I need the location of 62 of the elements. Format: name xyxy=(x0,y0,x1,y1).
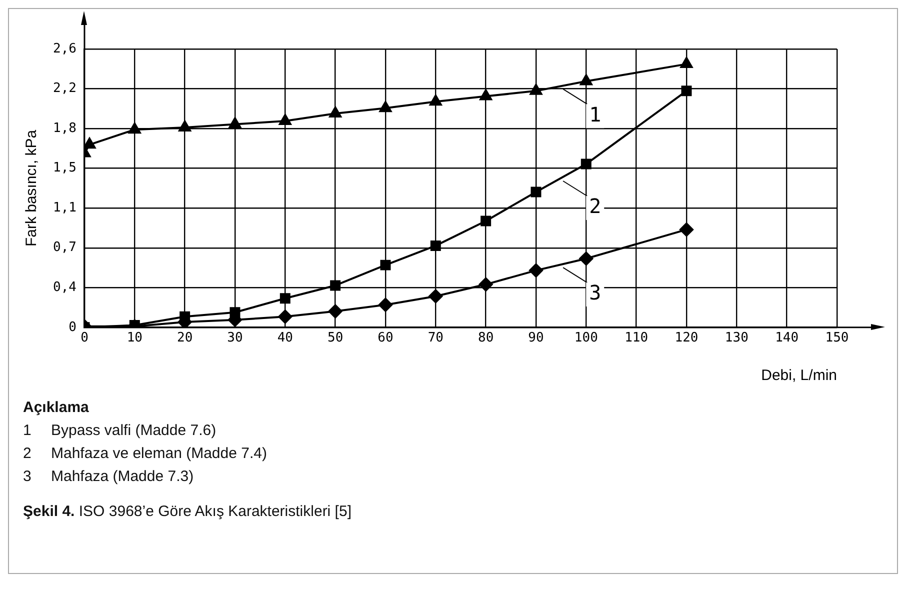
point xyxy=(480,216,492,226)
x-tick-label: 80 xyxy=(478,330,494,346)
point xyxy=(280,293,290,304)
point xyxy=(480,89,492,100)
point xyxy=(428,289,443,304)
x-tick-label: 150 xyxy=(825,330,849,346)
x-tick-label: 130 xyxy=(724,330,748,346)
x-tick-label: 50 xyxy=(327,330,344,346)
point xyxy=(580,74,592,86)
x-tick-label: 90 xyxy=(528,330,544,346)
x-tick-label: 70 xyxy=(428,330,444,346)
point xyxy=(429,94,442,106)
y-axis-title: Fark basıncı, kPa xyxy=(23,129,40,247)
point xyxy=(679,222,694,237)
point xyxy=(378,298,392,312)
point xyxy=(228,117,242,128)
point xyxy=(380,260,391,270)
x-axis-title: Debi, L/min xyxy=(761,367,837,384)
x-tick-label: 10 xyxy=(126,330,142,346)
y-tick-label: 1,5 xyxy=(52,160,76,176)
text: 1 Bypass valfi (Madde 7.6) xyxy=(23,422,216,439)
point xyxy=(84,138,96,149)
text: 3 Mahfaza (Madde 7.3) xyxy=(23,468,194,485)
x-tick-label: 110 xyxy=(624,330,648,346)
point xyxy=(430,240,441,251)
point xyxy=(128,122,141,134)
legend-label: 2 xyxy=(589,194,602,218)
point xyxy=(530,186,542,198)
y-tick-label: 0,7 xyxy=(52,240,76,256)
text: Açıklama xyxy=(23,399,90,416)
y-tick-label: 1,1 xyxy=(52,200,76,216)
x-tick-label: 40 xyxy=(277,330,293,346)
y-tick-label: 0,4 xyxy=(52,280,77,296)
point xyxy=(379,101,392,112)
point xyxy=(329,106,342,118)
x-tick-label: 140 xyxy=(775,330,799,346)
x-tick-label: 20 xyxy=(176,330,193,346)
y-tick-label: 1,8 xyxy=(52,120,76,136)
point xyxy=(478,277,493,292)
legend-label: 3 xyxy=(589,280,602,305)
x-tick-label: 0 xyxy=(80,330,88,346)
point xyxy=(680,57,693,68)
point xyxy=(178,120,192,132)
point xyxy=(580,158,592,170)
x-tick-label: 120 xyxy=(674,330,698,346)
y-tick-label: 2,6 xyxy=(52,41,76,56)
point xyxy=(528,263,543,278)
x-tick-label: 100 xyxy=(574,330,598,346)
x-tick-label: 60 xyxy=(378,330,394,346)
point xyxy=(330,280,341,291)
legend-label: 1 xyxy=(589,102,602,126)
text: 2 Mahfaza ve eleman (Madde 7.4) xyxy=(23,445,267,462)
text: Şekil 4. ISO 3968’e Göre Akış Karakteristikleri [5] xyxy=(23,503,352,520)
point xyxy=(230,307,240,318)
point xyxy=(530,84,542,95)
x-tick-label: 30 xyxy=(227,330,243,346)
point xyxy=(579,252,594,266)
point xyxy=(278,114,292,126)
point xyxy=(278,310,292,324)
point xyxy=(328,304,342,318)
y-tick-label: 0 xyxy=(68,320,76,335)
y-tick-label: 2,2 xyxy=(52,81,76,96)
